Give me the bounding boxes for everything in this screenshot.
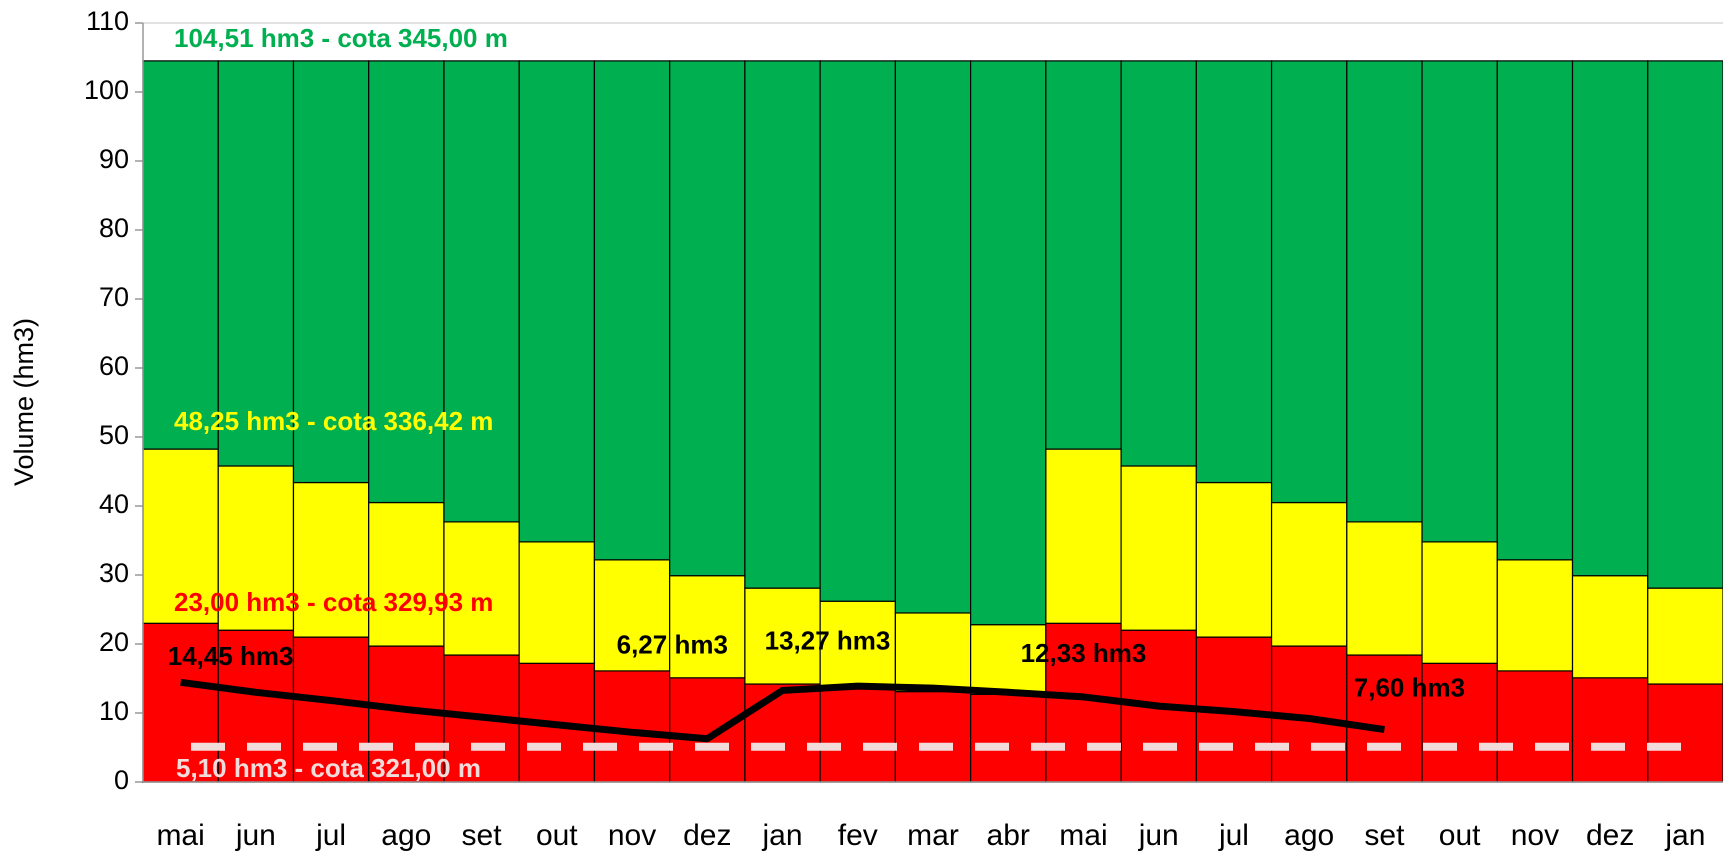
y-tick-label: 10 [99, 696, 129, 726]
bar-segment [744, 60, 821, 589]
line-series [180, 678, 1385, 743]
bar-segment [1571, 60, 1649, 577]
x-tick-label: mai [156, 819, 204, 852]
bar-segment [1045, 448, 1122, 624]
data-label: 12,33 hm3 [1021, 638, 1147, 668]
x-tick-label: dez [683, 819, 731, 852]
y-tick-label: 90 [99, 144, 129, 174]
bar-segment [1571, 575, 1649, 679]
y-tick-label: 0 [114, 765, 129, 795]
y-tick-label: 80 [99, 213, 129, 243]
bar-segment [518, 541, 596, 664]
bar-segment [142, 448, 219, 624]
bar-segment [1270, 60, 1348, 504]
bar-segment [970, 624, 1047, 695]
y-tick-label: 110 [86, 6, 129, 36]
bar-segment [292, 636, 370, 783]
bar-segment [1571, 677, 1649, 783]
bar-segment [894, 60, 972, 614]
bar-segment [744, 587, 821, 685]
bar-segment [292, 481, 370, 638]
bar-segment [819, 600, 896, 689]
bar-segment [1647, 60, 1723, 589]
bar-segment [1421, 541, 1498, 664]
y-tick-label: 20 [99, 627, 129, 657]
x-tick-label: fev [838, 819, 878, 852]
bar-segment [819, 60, 896, 602]
x-tick-label: jul [1218, 819, 1249, 852]
x-tick-label: set [1364, 819, 1405, 852]
x-tick-label: nov [608, 819, 656, 852]
bar-segment [368, 60, 445, 504]
bar-segment [669, 677, 746, 783]
x-tick-label: jan [1664, 819, 1705, 852]
bar-segment [1195, 60, 1273, 484]
data-label: 13,27 hm3 [765, 625, 891, 655]
annotation: 48,25 hm3 - cota 336,42 m [174, 406, 493, 436]
annotation: 104,51 hm3 - cota 345,00 m [174, 23, 508, 53]
bar-segment [443, 60, 520, 523]
bar-segment [1346, 521, 1423, 656]
bar-segment [292, 60, 370, 484]
y-tick-label: 60 [99, 351, 129, 381]
bar-segment [1045, 60, 1122, 450]
x-tick-label: dez [1586, 819, 1634, 852]
x-tick-label: out [536, 819, 578, 852]
y-tick-label: 50 [99, 420, 129, 450]
x-tick-label: mai [1059, 819, 1107, 852]
bar-segment [1270, 501, 1348, 647]
x-tick-label: abr [987, 819, 1030, 852]
data-label: 14,45 hm3 [168, 641, 294, 671]
x-tick-label: jul [315, 819, 346, 852]
bar-segment [1647, 587, 1723, 685]
y-tick-label: 30 [99, 558, 129, 588]
x-tick-label: set [462, 819, 503, 852]
bar-segment [142, 622, 219, 783]
bar-segment [1346, 60, 1423, 523]
x-tick-label: nov [1511, 819, 1559, 852]
y-axis-label: Volume (hm3) [9, 318, 39, 486]
x-tick-label: mar [907, 819, 959, 852]
x-tick-label: jan [762, 819, 803, 852]
bar-segment [894, 612, 972, 693]
bar-segment [518, 60, 596, 543]
x-tick-label: ago [1284, 819, 1334, 852]
y-tick-label: 100 [84, 75, 129, 105]
bar-segment [894, 691, 972, 783]
x-tick-label: jun [1138, 819, 1179, 852]
annotation: 23,00 hm3 - cota 329,93 m [174, 587, 493, 617]
bar-segment [1647, 683, 1723, 783]
data-label: 6,27 hm3 [617, 630, 728, 660]
bar-segment [1421, 60, 1498, 543]
bar-segment [970, 60, 1047, 626]
bar-segment [1496, 670, 1574, 783]
bar-segment [1120, 465, 1197, 631]
bar-segment [1496, 559, 1574, 672]
data-label: 7,60 hm3 [1354, 672, 1465, 702]
bar-segment [744, 683, 821, 783]
bar-segment [368, 501, 445, 647]
bar-segment [970, 693, 1047, 783]
x-tick-label: out [1439, 819, 1481, 852]
bar-segment [819, 687, 896, 783]
x-tick-label: jun [235, 819, 276, 852]
x-tick-label: ago [381, 819, 431, 852]
bar-segment [1496, 60, 1574, 561]
bar-segment [1120, 60, 1197, 467]
bar-segment [1195, 481, 1273, 638]
y-tick-label: 40 [99, 489, 129, 519]
bar-segment [142, 60, 219, 450]
bar-segment [593, 60, 671, 561]
bar-segment [669, 60, 746, 577]
y-tick-label: 70 [99, 282, 129, 312]
reference-label: 5,10 hm3 - cota 321,00 m [176, 753, 481, 783]
bar-segment [669, 575, 746, 679]
